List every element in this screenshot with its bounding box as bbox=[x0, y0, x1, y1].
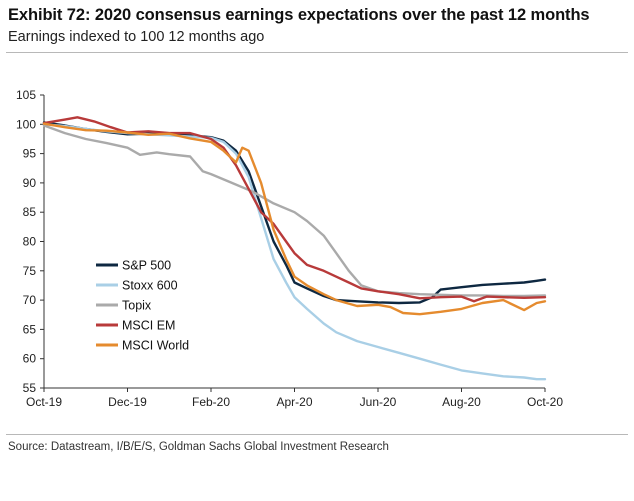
legend-label: MSCI World bbox=[122, 339, 189, 353]
x-tick-label: Oct-20 bbox=[527, 395, 563, 409]
y-tick-label: 75 bbox=[23, 264, 37, 278]
x-tick-label: Oct-19 bbox=[26, 395, 62, 409]
series-layer bbox=[42, 116, 547, 381]
y-tick-label: 80 bbox=[23, 235, 37, 249]
y-tick-label: 70 bbox=[23, 293, 37, 307]
header-divider bbox=[6, 52, 628, 53]
y-tick-label: 105 bbox=[16, 88, 36, 102]
x-tick-label: Feb-20 bbox=[192, 395, 230, 409]
legend-label: Topix bbox=[122, 299, 152, 313]
line-chart: 55 60 65 70 75 80 85 90 95 100 105 Oct-19 Dec-19 Feb-… bbox=[16, 88, 563, 409]
y-tick-label: 85 bbox=[23, 205, 37, 219]
y-tick-label: 95 bbox=[23, 147, 37, 161]
legend-label: Stoxx 600 bbox=[122, 279, 178, 293]
series-line-msci-world bbox=[42, 122, 547, 316]
y-tick-label: 60 bbox=[23, 352, 37, 366]
series-line-topix bbox=[42, 124, 547, 298]
chart-subtitle: Earnings indexed to 100 12 months ago bbox=[8, 29, 265, 45]
x-tick-label: Dec-19 bbox=[108, 395, 147, 409]
axes: 55 60 65 70 75 80 85 90 95 100 105 Oct-19 Dec-19 Feb-… bbox=[16, 88, 563, 409]
y-tick-label: 55 bbox=[23, 381, 37, 395]
source-note: Source: Datastream, I/B/E/S, Goldman Sac… bbox=[8, 441, 389, 453]
x-tick-label: Jun-20 bbox=[360, 395, 397, 409]
chart-title: Exhibit 72: 2020 consensus earnings expe… bbox=[8, 6, 590, 24]
x-tick-label: Aug-20 bbox=[442, 395, 481, 409]
y-tick-label: 90 bbox=[23, 176, 37, 190]
y-tick-label: 65 bbox=[23, 322, 37, 336]
footer-divider bbox=[6, 434, 628, 435]
legend-label: S&P 500 bbox=[122, 259, 171, 273]
legend: S&P 500 Stoxx 600 Topix MSCI EM MSCI World bbox=[96, 259, 189, 353]
y-tick-label: 100 bbox=[16, 117, 36, 131]
legend-label: MSCI EM bbox=[122, 319, 175, 333]
x-tick-label: Apr-20 bbox=[276, 395, 312, 409]
